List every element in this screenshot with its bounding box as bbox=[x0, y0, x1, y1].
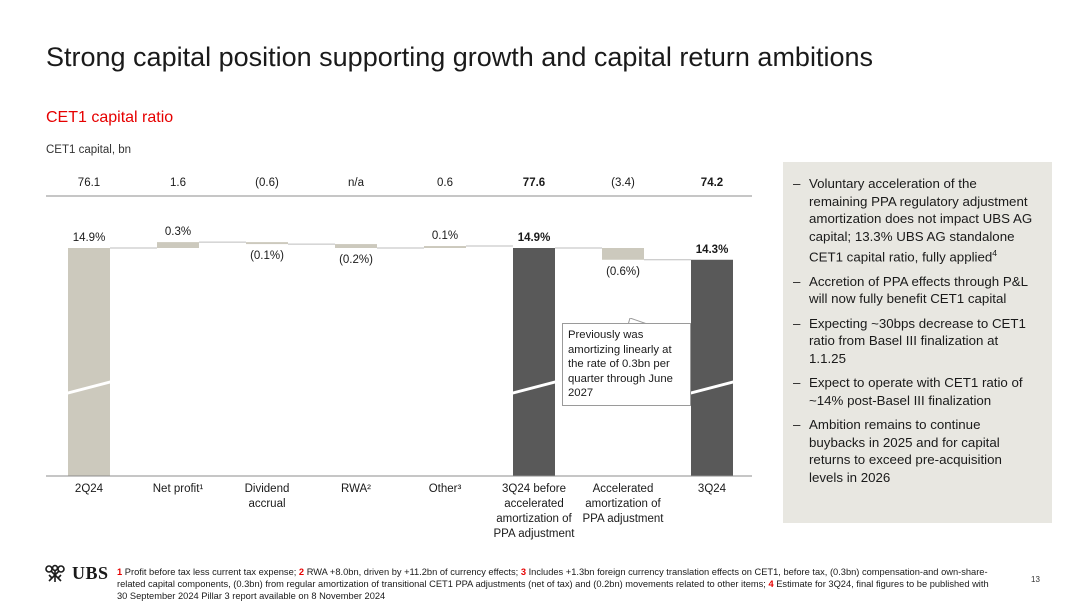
footnote-text: RWA +8.0bn, driven by +11.2bn of currenc… bbox=[306, 567, 521, 577]
capital-unit-label: CET1 capital, bn bbox=[46, 144, 132, 156]
capital-value: (0.6) bbox=[255, 177, 279, 189]
bullet-dash: – bbox=[793, 273, 801, 289]
footnote-number: 1 bbox=[117, 567, 125, 577]
bar-total bbox=[513, 248, 555, 476]
bullet-item: – Ambition remains to continue buybacks i… bbox=[793, 416, 1038, 486]
bar-delta bbox=[335, 244, 377, 248]
bullet-dash: – bbox=[793, 315, 801, 331]
callout-note: Previously was amortizing linearly at th… bbox=[562, 323, 691, 406]
category-label: accrual bbox=[248, 498, 285, 510]
axis-break-mark bbox=[66, 380, 112, 395]
capital-value: n/a bbox=[348, 177, 365, 189]
footnote-number: 3 bbox=[520, 567, 529, 577]
bullet-text: Ambition remains to continue buybacks in… bbox=[809, 417, 1002, 485]
axis-break-mark bbox=[689, 380, 735, 395]
data-label: (0.2%) bbox=[339, 254, 373, 266]
capital-value: 77.6 bbox=[523, 177, 545, 189]
category-label: amortization of bbox=[496, 513, 572, 525]
capital-value: 74.2 bbox=[701, 177, 723, 189]
footer-logo: UBS bbox=[44, 563, 109, 584]
footnote-text: Estimate for 3Q24, final figures to be p… bbox=[117, 579, 989, 601]
category-label: 3Q24 before bbox=[502, 483, 566, 495]
capital-value: 1.6 bbox=[170, 177, 186, 189]
category-label: 2Q24 bbox=[75, 483, 104, 495]
bullet-dash: – bbox=[793, 176, 801, 191]
ubs-logo: UBS bbox=[72, 563, 109, 583]
bar-delta bbox=[157, 242, 199, 248]
bullet-item: – Expecting ~30bps decrease to CET1 ratio… bbox=[793, 315, 1038, 368]
footnote-number: 2 bbox=[298, 567, 307, 577]
category-label: Other³ bbox=[429, 483, 462, 495]
bar-delta bbox=[424, 246, 466, 248]
bullet-text: Accretion of PPA effects through P&L wil… bbox=[809, 273, 1028, 307]
page-title: Strong capital position supporting growt… bbox=[46, 42, 873, 72]
footnote-number: 4 bbox=[768, 579, 777, 589]
footnote-text: Includes +1.3bn foreign currency transla… bbox=[117, 567, 988, 589]
data-label: 14.9% bbox=[518, 232, 551, 244]
bullet-dash: – bbox=[793, 417, 801, 433]
capital-value: 0.6 bbox=[437, 177, 453, 189]
bullet-item: – Accretion of PPA effects through P&L wi… bbox=[793, 273, 1038, 308]
axis-break-mark bbox=[511, 380, 557, 395]
bar-total bbox=[68, 248, 110, 476]
category-label: amortization of bbox=[585, 498, 661, 510]
footnotes: 1 Profit before tax less current tax exp… bbox=[117, 566, 997, 602]
bar-total bbox=[691, 259, 733, 476]
bar-delta bbox=[602, 248, 644, 260]
page-number: 13 bbox=[1031, 575, 1040, 584]
bullet-text: Expect to operate with CET1 ratio of ~14… bbox=[809, 375, 1023, 408]
footnote-ref: 4 bbox=[992, 248, 998, 258]
data-label: 0.1% bbox=[432, 230, 458, 242]
category-label: RWA² bbox=[341, 483, 371, 495]
category-label: Dividend bbox=[245, 483, 290, 495]
category-label: PPA adjustment bbox=[583, 513, 665, 525]
data-label: 14.9% bbox=[73, 232, 106, 244]
bar-delta bbox=[246, 242, 288, 245]
category-label: Net profit¹ bbox=[153, 483, 204, 495]
category-label: PPA adjustment bbox=[494, 528, 576, 540]
bullet-text: Voluntary acceleration of the remaining … bbox=[809, 176, 1033, 265]
commentary-panel: – Voluntary acceleration of the remaining… bbox=[783, 162, 1052, 523]
bullet-dash: – bbox=[793, 375, 801, 391]
data-label: 14.3% bbox=[696, 244, 729, 256]
category-label: Accelerated bbox=[593, 483, 654, 495]
bullet-item: – Voluntary acceleration of the remaining… bbox=[793, 175, 1038, 266]
data-label: (0.1%) bbox=[250, 250, 284, 262]
category-label: accelerated bbox=[504, 498, 563, 510]
footnote-text: Profit before tax less current tax expen… bbox=[124, 567, 299, 577]
waterfall-chart: 76.1 1.6 (0.6) n/a 0.6 77.6 (3.4) 74.2 14.9% 0.3%… bbox=[46, 177, 752, 540]
keys-icon bbox=[45, 564, 65, 582]
chart-subtitle: CET1 capital ratio bbox=[46, 109, 174, 126]
capital-value: 76.1 bbox=[78, 177, 100, 189]
data-label: 0.3% bbox=[165, 226, 191, 238]
bullet-item: – Expect to operate with CET1 ratio of ~1… bbox=[793, 374, 1038, 409]
bullet-list: – Voluntary acceleration of the remaining… bbox=[793, 175, 1038, 486]
capital-value: (3.4) bbox=[611, 177, 635, 189]
data-label: (0.6%) bbox=[606, 266, 640, 278]
bullet-text: Expecting ~30bps decrease to CET1 ratio … bbox=[809, 315, 1026, 366]
category-label: 3Q24 bbox=[698, 483, 727, 495]
